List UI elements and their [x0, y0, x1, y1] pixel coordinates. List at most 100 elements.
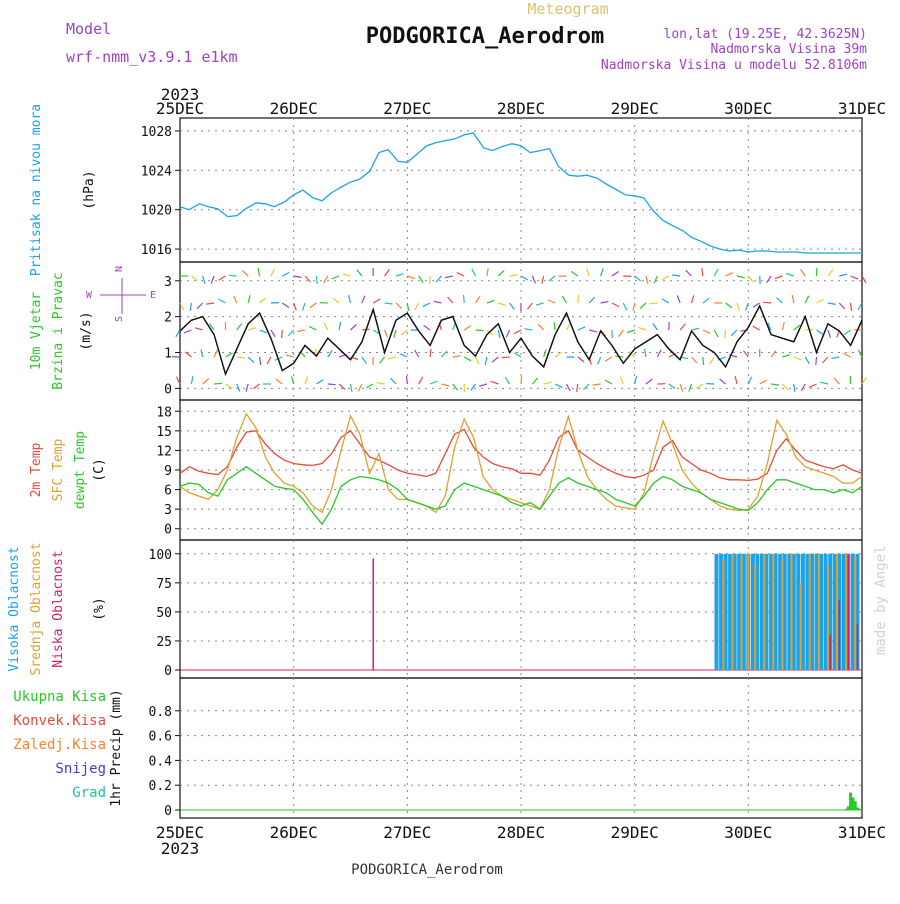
top-date-label: 25DEC [156, 99, 204, 118]
wind-arrow [862, 377, 867, 384]
bar [836, 554, 838, 670]
bar [772, 554, 774, 670]
bar [818, 554, 820, 670]
top-date-label: 28DEC [497, 99, 545, 118]
bar [854, 556, 856, 670]
wind-arrow [532, 276, 535, 283]
wind-arrow [316, 380, 323, 384]
wind-arrow [479, 384, 487, 386]
wind-arrow [843, 354, 850, 358]
top-date-label: 26DEC [270, 99, 318, 118]
wind-arrow [510, 275, 518, 276]
wind-arrow [324, 276, 328, 283]
y-axis-label: SFC Temp [51, 439, 66, 502]
y-axis-label: 1hr Precip (mm) [109, 689, 124, 806]
wind-arrow [548, 300, 555, 303]
wind-arrow [720, 379, 726, 384]
wind-arrow [577, 384, 578, 392]
wind-arrow [246, 384, 248, 392]
wind-arrow [662, 276, 669, 280]
wind-arrow [358, 384, 362, 391]
wind-arrow [505, 377, 509, 384]
wind-arrow [453, 356, 461, 357]
wind-arrow [234, 296, 237, 303]
wind-arrow [794, 384, 795, 392]
bar [747, 554, 749, 670]
wind-arrow [593, 384, 601, 385]
y-tick-label: 75 [156, 577, 172, 592]
elevation-label: Nadmorska Visina 39m [710, 42, 867, 57]
wind-arrow [407, 303, 408, 311]
wind-arrow [639, 327, 647, 330]
wind-arrow [471, 384, 476, 391]
wind-arrow [498, 270, 504, 276]
precip-legend-entry: Snijeg [55, 761, 106, 777]
wind-arrow [282, 272, 289, 276]
wind-arrow [377, 383, 385, 384]
wind-arrow [689, 384, 692, 392]
wind-arrow [229, 275, 237, 276]
wind-arrow [544, 349, 546, 357]
wind-arrow [844, 330, 851, 335]
wind-arrow [839, 274, 847, 276]
wind-arrow [292, 376, 294, 384]
wind-arrow [487, 300, 495, 303]
wind-arrow [248, 295, 250, 303]
wind-arrow [775, 276, 783, 279]
wind-arrow [219, 299, 226, 303]
wind-arrow [578, 327, 585, 330]
wind-arrow [714, 269, 718, 276]
wind-arrow [305, 377, 308, 385]
wind-arrow [498, 330, 500, 338]
wind-arrow [792, 295, 794, 303]
wind-arrow [388, 357, 396, 359]
wind-arrow [332, 276, 339, 279]
wind-arrow [197, 303, 203, 309]
y-axis-label: (m/s) [79, 311, 94, 350]
bar [373, 559, 375, 671]
wind-arrow [464, 326, 471, 330]
wind-arrow [485, 357, 487, 365]
precip-legend-entry: Zaledj.Kisa [13, 737, 106, 753]
wind-arrow [294, 276, 302, 277]
bar [827, 565, 829, 670]
wind-arrow [760, 380, 767, 384]
wind-arrow [491, 381, 499, 384]
wind-arrow [657, 350, 661, 357]
wind-arrow [653, 323, 658, 330]
wind-arrow [669, 384, 676, 389]
wind-arrow [831, 357, 839, 359]
wind-arrow [282, 303, 289, 308]
bottom-date-label: 27DEC [383, 823, 431, 842]
wind-arrow [415, 303, 419, 310]
wind-arrow [851, 276, 858, 279]
wind-arrow [828, 270, 833, 276]
wind-arrow [419, 377, 423, 384]
y-tick-label: 0.8 [149, 705, 172, 720]
y-axis-label: 2m Temp [29, 442, 44, 497]
bottom-date-label: 31DEC [838, 823, 886, 842]
wind-arrow [195, 328, 203, 330]
wind-arrow [441, 351, 447, 357]
y-tick-label: 1020 [141, 204, 172, 219]
wind-arrow [400, 354, 407, 357]
wind-arrow [226, 384, 233, 388]
wind-arrow [748, 377, 751, 384]
y-axis-label: Pritisak na nivou mora [29, 104, 44, 276]
series-line [180, 430, 862, 481]
y-tick-label: 3 [164, 275, 172, 290]
wind-arrow [744, 351, 749, 357]
wind-arrow [801, 269, 806, 276]
wind-arrow [578, 357, 584, 362]
wind-arrow [839, 303, 844, 309]
y-axis-label: dewpt Temp [73, 431, 88, 509]
wind-arrow [649, 303, 657, 304]
wind-arrow [472, 269, 476, 276]
wind-arrow [237, 324, 242, 330]
bar [809, 554, 811, 670]
wind-arrow [771, 384, 779, 385]
wind-arrow [288, 330, 293, 336]
bar [845, 554, 847, 670]
lonlat-label: lon,lat (19.25E, 42.3625N) [664, 27, 868, 42]
